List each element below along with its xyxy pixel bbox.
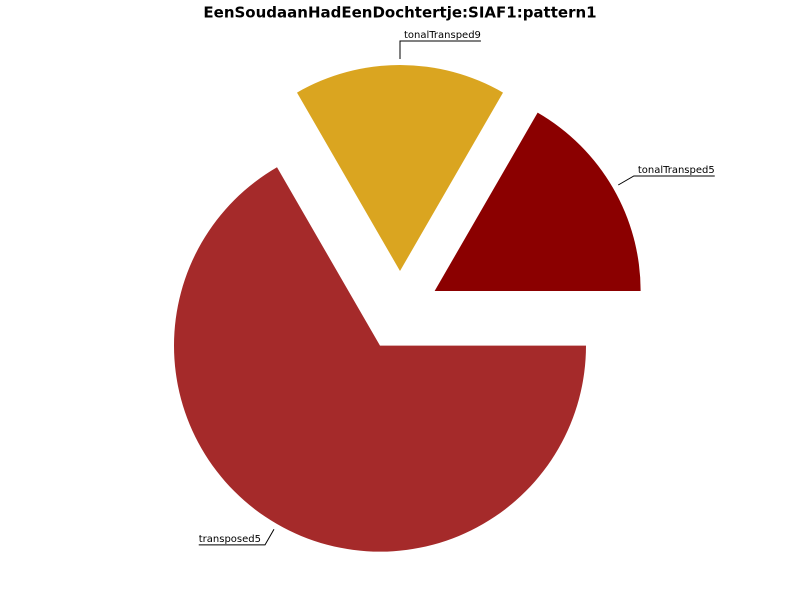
- slice-label: transposed5: [199, 534, 261, 545]
- slice-label: tonalTransped5: [638, 165, 715, 176]
- leader-line: [617, 175, 715, 186]
- pie-slice: [297, 65, 503, 271]
- slice-label: tonalTransped9: [404, 30, 481, 41]
- pie-slice: [434, 112, 641, 291]
- pie-slice: [174, 167, 586, 552]
- leader-line: [198, 528, 275, 546]
- chart-title: EenSoudaanHadEenDochtertje:SIAF1:pattern…: [203, 4, 596, 22]
- leader-line: [399, 40, 481, 59]
